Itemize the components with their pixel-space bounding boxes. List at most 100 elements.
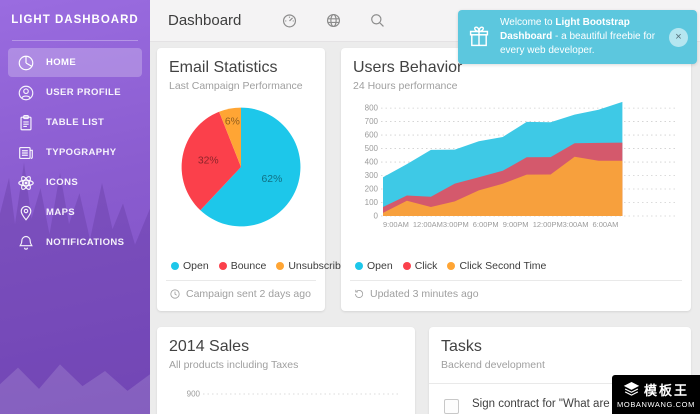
sales-card: 2014 Sales All products including Taxes … xyxy=(157,327,415,414)
pie-chart: 62% 32% 6% xyxy=(169,101,313,233)
area-chart: 0 100 200 300 400 500 600 700 800 9:00AM 12:00AM 3:… xyxy=(353,94,679,235)
sidebar-item-user-profile[interactable]: USER PROFILE xyxy=(8,78,142,107)
email-statistics-card: Email Statistics Last Campaign Performan… xyxy=(157,48,347,311)
svg-text:600: 600 xyxy=(365,131,379,140)
task-row: Sign contract for "What are conference o… xyxy=(429,384,691,414)
sidebar-item-label: USER PROFILE xyxy=(46,87,122,98)
footer-text: Updated 3 minutes ago xyxy=(370,288,479,300)
area-legend: Open Click Click Second Time xyxy=(353,260,679,272)
sidebar-item-table-list[interactable]: TABLE LIST xyxy=(8,108,142,137)
svg-text:9:00AM: 9:00AM xyxy=(383,220,409,229)
svg-text:3:00PM: 3:00PM xyxy=(443,220,469,229)
page-title[interactable]: Dashboard xyxy=(168,12,242,29)
legend-dot xyxy=(218,262,227,270)
news-icon xyxy=(17,144,35,162)
svg-text:6:00PM: 6:00PM xyxy=(473,220,499,229)
users-behavior-card: Users Behavior 24 Hours performance 0 100… xyxy=(341,48,691,311)
card-subtitle: Last Campaign Performance xyxy=(169,80,303,92)
bar-chart: 9008007006005004003002001000 xyxy=(169,385,403,414)
svg-text:500: 500 xyxy=(365,144,379,153)
card-title: Tasks xyxy=(441,338,482,355)
svg-text:700: 700 xyxy=(365,117,379,126)
sidebar: LIGHT DASHBOARD HOME USER PROFILE TABLE LI… xyxy=(0,0,150,414)
svg-text:100: 100 xyxy=(365,198,379,207)
legend-item: Unsubscribe xyxy=(276,260,347,272)
task-checkbox[interactable] xyxy=(444,399,459,414)
search-icon[interactable] xyxy=(369,12,386,29)
sidebar-item-maps[interactable]: MAPS xyxy=(8,198,142,227)
svg-text:3:00AM: 3:00AM xyxy=(563,220,589,229)
pin-icon xyxy=(17,204,35,222)
svg-text:6%: 6% xyxy=(225,116,240,127)
tasks-list: Sign contract for "What are conference o… xyxy=(429,383,691,414)
svg-text:800: 800 xyxy=(365,104,379,113)
sidebar-item-label: TYPOGRAPHY xyxy=(46,147,117,158)
card-title: 2014 Sales xyxy=(169,338,250,355)
svg-text:200: 200 xyxy=(365,185,379,194)
card-footer: Updated 3 minutes ago xyxy=(353,281,679,300)
pie-legend: Open Bounce Unsubscribe xyxy=(169,260,347,272)
watermark-site-text: MOBANWANG.COM xyxy=(617,400,695,409)
sidebar-nav: HOME USER PROFILE TABLE LIST TYPOGRAPHY ICON… xyxy=(0,48,150,257)
legend-item: Open xyxy=(355,260,393,272)
sidebar-item-label: NOTIFICATIONS xyxy=(46,237,125,248)
divider xyxy=(166,280,316,281)
brand-logo[interactable]: LIGHT DASHBOARD xyxy=(0,0,150,41)
legend-dot xyxy=(402,262,411,270)
gift-icon xyxy=(467,25,491,49)
card-footer: Campaign sent 2 days ago xyxy=(169,281,313,300)
footer-text: Campaign sent 2 days ago xyxy=(186,288,311,300)
legend-dot xyxy=(447,262,456,270)
legend-item: Click Second Time xyxy=(447,260,546,272)
sidebar-item-home[interactable]: HOME xyxy=(8,48,142,77)
sidebar-item-label: TABLE LIST xyxy=(46,117,105,128)
card-title: Email Statistics xyxy=(169,59,278,76)
task-label[interactable]: Sign contract for "What are conference o… xyxy=(472,398,610,410)
legend-dot xyxy=(355,262,363,270)
main-area: Dashboard Welcome to Light Bootstrap Das… xyxy=(150,0,700,414)
content: Email Statistics Last Campaign Performan… xyxy=(150,42,700,414)
bell-icon xyxy=(17,234,35,252)
legend-item: Bounce xyxy=(218,260,266,272)
sidebar-item-label: ICONS xyxy=(46,177,79,188)
svg-text:32%: 32% xyxy=(198,156,219,167)
card-title: Users Behavior xyxy=(353,59,463,76)
globe-icon[interactable] xyxy=(325,12,342,29)
toast-close-button[interactable]: × xyxy=(669,27,688,47)
legend-item: Open xyxy=(171,260,209,272)
card-subtitle: All products including Taxes xyxy=(169,359,299,371)
sidebar-item-icons[interactable]: ICONS xyxy=(8,168,142,197)
svg-text:9:00PM: 9:00PM xyxy=(503,220,529,229)
svg-text:12:00PM: 12:00PM xyxy=(533,220,563,229)
toast-message: Welcome to Light Bootstrap Dashboard - a… xyxy=(500,17,656,56)
svg-text:900: 900 xyxy=(187,390,201,399)
divider xyxy=(350,280,682,281)
card-subtitle: 24 Hours performance xyxy=(353,80,458,92)
sidebar-item-label: HOME xyxy=(46,57,77,68)
mobanwang-watermark: 模板王 MOBANWANG.COM xyxy=(612,375,700,414)
welcome-toast: Welcome to Light Bootstrap Dashboard - a… xyxy=(458,10,697,64)
dashboard-gauge-icon[interactable] xyxy=(281,12,298,29)
legend-dot xyxy=(276,262,285,270)
bar-chart-svg: 9008007006005004003002001000 xyxy=(187,390,399,399)
atom-icon xyxy=(17,174,35,192)
svg-text:62%: 62% xyxy=(262,174,283,185)
clock-icon xyxy=(169,288,181,300)
history-icon xyxy=(353,288,365,300)
svg-text:300: 300 xyxy=(365,171,379,180)
pie-icon xyxy=(17,54,35,72)
svg-text:400: 400 xyxy=(365,158,379,167)
clipboard-icon xyxy=(17,114,35,132)
sidebar-item-notifications[interactable]: NOTIFICATIONS xyxy=(8,228,142,257)
layers-logo-icon xyxy=(623,381,640,398)
watermark-cn-text: 模板王 xyxy=(643,383,689,398)
card-subtitle: Backend development xyxy=(441,359,545,371)
svg-text:6:00AM: 6:00AM xyxy=(593,220,619,229)
legend-item: Click xyxy=(402,260,437,272)
sidebar-item-typography[interactable]: TYPOGRAPHY xyxy=(8,138,142,167)
row-top: Email Statistics Last Campaign Performan… xyxy=(157,48,700,311)
pie-chart-svg: 62% 32% 6% xyxy=(181,107,301,227)
svg-text:12:00AM: 12:00AM xyxy=(413,220,443,229)
